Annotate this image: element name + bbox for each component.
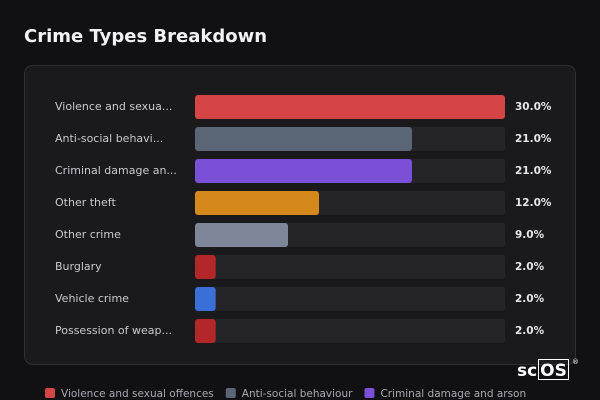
logo-mark: ® <box>572 358 579 366</box>
category-label: Other theft <box>55 196 116 209</box>
bar <box>195 255 216 279</box>
logo: sc OS ® <box>517 358 579 381</box>
bar <box>195 223 288 247</box>
value-label: 21.0% <box>515 165 552 177</box>
category-label: Vehicle crime <box>55 292 129 305</box>
bar-track <box>195 319 505 343</box>
category-label: Other crime <box>55 228 121 241</box>
logo-text: sc <box>517 361 537 381</box>
bar <box>195 159 412 183</box>
value-label: 12.0% <box>515 197 552 209</box>
category-label: Burglary <box>55 260 102 273</box>
legend-label: Criminal damage and arson <box>380 388 526 400</box>
legend-swatch <box>364 388 375 398</box>
chart-title: Crime Types Breakdown <box>24 26 267 47</box>
legend-swatch <box>225 388 236 398</box>
bar <box>195 287 216 311</box>
legend-swatch <box>45 388 55 398</box>
legend-label: Violence and sexual offences <box>61 388 214 400</box>
logo-box <box>538 359 569 380</box>
value-label: 2.0% <box>515 261 545 273</box>
value-label: 2.0% <box>515 325 545 337</box>
bar <box>195 191 319 215</box>
category-label: Criminal damage an... <box>55 164 177 177</box>
legend-label: Anti-social behaviour <box>242 388 353 400</box>
value-label: 21.0% <box>515 133 552 145</box>
category-label: Anti-social behavi... <box>55 132 163 145</box>
category-label: Violence and sexua... <box>55 100 172 113</box>
logo-text: OS <box>540 361 567 381</box>
bar <box>195 319 216 343</box>
category-label: Possession of weap... <box>55 324 172 337</box>
bar-track <box>195 287 505 311</box>
value-label: 30.0% <box>515 101 552 113</box>
bar <box>195 127 412 151</box>
value-label: 9.0% <box>515 229 545 241</box>
value-label: 2.0% <box>515 293 545 305</box>
bar-track <box>195 255 505 279</box>
bar <box>195 95 505 119</box>
